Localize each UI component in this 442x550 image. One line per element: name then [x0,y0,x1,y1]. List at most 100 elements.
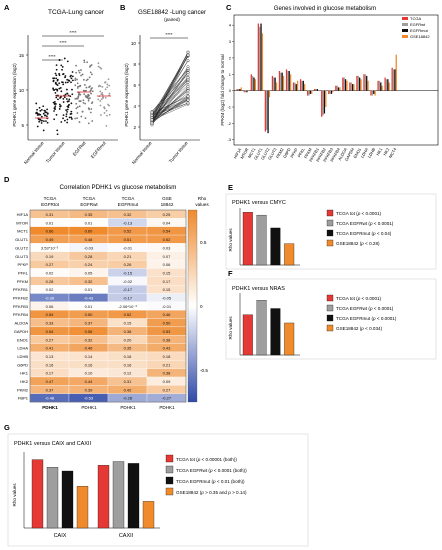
panel-a-xlabel: EGFRwt [72,140,87,157]
panel-a-ytick: 10 [19,88,25,93]
panel-b-sig: **** [165,32,172,37]
panel-d-col-header: 18842 [161,202,174,207]
panel-a-point [66,118,69,121]
panel-a-point [55,68,58,71]
panel-a-point [80,115,83,118]
panel-a-point [45,115,48,118]
panel-a-point [66,78,69,81]
panel-d-col-header: GSE [162,196,172,201]
panel-f-bars [239,293,300,356]
panel-c-bar [339,87,341,91]
panel-d-footer-label: PDHK1 [159,405,175,410]
panel-c-bar [295,84,297,91]
panel-c-bar [257,23,259,91]
panel-a-point [55,74,58,77]
panel-a-point [105,124,108,127]
panel-g-bar [31,459,44,529]
panel-a-point [58,103,61,106]
panel-a-point [58,82,61,85]
panel-c-xlabel: HK2 [382,146,391,156]
panel-c-bar [380,82,382,91]
panel-d-cell-value: 0.19 [46,254,55,259]
panel-g-letter: G [4,423,10,432]
panel-a-point [53,110,55,112]
legend-label: TCGA tot (p < 0.00001 (both)) [176,457,237,462]
panel-d-cell-value: 0.54 [163,229,172,234]
panel-b-ytick: 6 [133,83,136,88]
panel-a-ytick: 5 [21,123,24,128]
panel-b-point [186,85,190,88]
panel-c-xlabel: G6PD [282,147,292,159]
panel-d-col-header: EGFRmut [118,202,139,207]
panel-c-ytick-label: 0 [229,88,232,93]
panel-c-ytick-label: 1 [229,72,232,77]
panel-d-cell-value: 0.47 [46,379,55,384]
panel-d-cell-value: 0.16 [124,362,133,367]
panel-a-point [75,102,78,105]
panel-f-legend: TCGA tot (p < 0.0001) TCGA EGFRwt (p < 0.… [326,294,397,332]
panel-a-point [79,85,81,87]
panel-c-bar [285,69,288,91]
panel-c-bar [252,75,254,91]
panel-c-bar [266,90,268,130]
panel-a-point [97,98,100,101]
panel-d-cell-value: 0.17 [163,279,172,284]
panel-d-col-header: TCGA [44,196,58,201]
panel-c-bar [378,80,381,91]
panel-a-point [71,79,74,82]
panel-c-bar [335,85,337,91]
panel-b-pair-line [151,69,189,114]
bar [256,214,267,266]
panel-c-bar [314,89,316,91]
panel-b-paired-lines [150,50,190,127]
panel-a-point [39,109,42,112]
panel-a-point [75,107,78,110]
panel-d-cell-value: 0.21 [163,362,172,367]
panel-c-bar [260,23,262,91]
panel-c-letter: C [226,3,232,12]
panel-c-bar [243,90,245,93]
panel-a-point [97,62,100,65]
panel-a-point [65,115,68,118]
panel-a-point [82,99,85,102]
panel-a-point [63,57,66,60]
panel-a-point [106,83,109,86]
panel-a-point [87,107,90,110]
panel-g-bar [142,501,155,529]
panel-a-point [60,64,63,67]
panel-c-xlabel: PFKM [303,147,313,159]
panel-d-cell-value: 0.28 [85,254,94,259]
panel-e: E PDHK1 versus CMYC Rho values TCGA tot … [225,183,437,270]
panel-d-col-header: EGFRtot [41,202,60,207]
panel-a-point [39,113,42,116]
panel-b-point [186,50,190,54]
panel-c-xlabel: HK1 [375,146,384,156]
panel-a-point [52,88,55,91]
panel-a-point [78,93,80,96]
legend-swatch [326,304,334,312]
panel-c-bar [325,90,327,107]
panel-d-row-label: PKM2 [17,387,29,392]
legend-swatch [165,476,174,485]
panel-d-row-label: HK1 [20,371,29,376]
panel-c-bar [351,84,354,91]
panel-d-row-label: PFKFB4 [13,312,29,317]
panel-a-point [52,101,55,104]
panel-c-title: Genes involved in glucose metabolism [274,6,376,12]
panel-c-bar [381,85,383,91]
panel-a-point [104,88,107,91]
panel-d-cell-value: 0.21 [124,254,133,259]
panel-a-point [89,65,91,68]
panel-a: A TCGA-Lung cancer PDHK1 gene expression… [4,3,118,165]
panel-a-point [55,77,58,80]
panel-a-point [54,92,57,94]
panel-a-point [66,81,69,84]
panel-c-bar [323,90,326,114]
panel-c-yticks: 4 3 2 1 0 -1 -2 -3 [227,23,234,142]
panel-a-point [44,111,47,114]
panel-d-cell-value: 0.32 [124,212,133,217]
panel-a-point [54,100,56,103]
panel-a-point [56,89,59,92]
panel-d-scale-tick: 0 [200,304,203,309]
